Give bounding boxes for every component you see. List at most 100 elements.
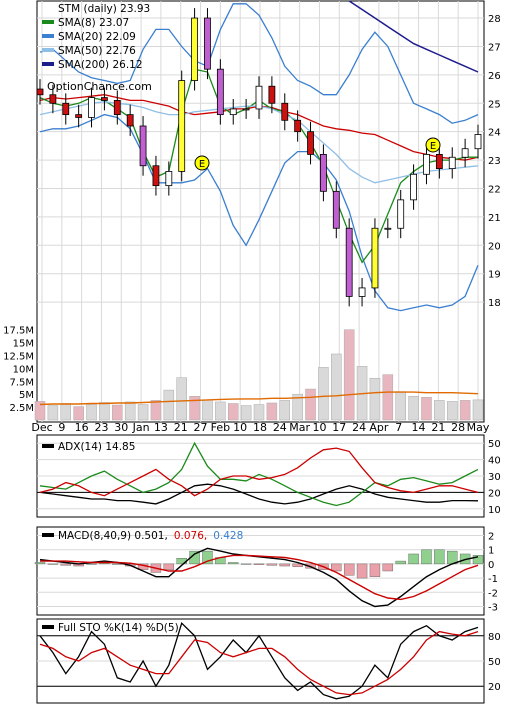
macd-histogram-bar <box>343 563 355 576</box>
volume-bar <box>99 402 110 421</box>
adx-series-line <box>39 447 479 497</box>
macd-title: MACD(8,40,9) 0.501, 0.076, 0.428 <box>58 530 243 542</box>
x-axis-label: 7 <box>395 421 402 434</box>
price-y-tick-label: 22 <box>488 184 501 195</box>
volume-bar <box>369 377 381 421</box>
volume-bar <box>112 404 123 421</box>
watermark: OptionChance.com <box>47 80 152 93</box>
candle-body <box>461 148 469 158</box>
volume-bar <box>47 405 59 421</box>
macd-histogram-bar <box>434 549 445 565</box>
macd-histogram-bar <box>228 562 239 565</box>
volume-bar <box>60 403 72 421</box>
candle-body <box>435 153 443 170</box>
volume-bar <box>266 402 278 421</box>
volume-bar <box>395 391 406 421</box>
sto-series-line <box>39 630 479 696</box>
candle-body <box>294 119 302 133</box>
candle-body <box>49 94 57 104</box>
sto-y-tick-label: 80 <box>488 632 501 643</box>
adx-y-tick-label: 50 <box>488 439 501 450</box>
volume-bar <box>34 401 46 421</box>
macd-histogram-bar <box>331 563 342 572</box>
candle-body <box>62 102 70 116</box>
volume-bar <box>215 401 226 421</box>
volume-bar <box>150 400 162 421</box>
volume-bar <box>434 400 445 421</box>
candle-body <box>178 80 186 172</box>
candle-body <box>75 114 83 118</box>
volume-bar <box>408 396 419 421</box>
volume-bar <box>331 353 342 421</box>
candle-body <box>474 134 482 150</box>
candle-body <box>36 88 44 96</box>
price-y-tick-label: 27 <box>488 42 501 53</box>
x-axis-label: 18 <box>253 421 267 434</box>
legend-swatch <box>42 34 54 38</box>
volume-bar <box>240 405 252 421</box>
legend-swatch <box>42 48 54 52</box>
candle-body <box>397 199 405 229</box>
candle-body <box>358 287 366 297</box>
macd-histogram-bar <box>369 563 381 577</box>
candle-body <box>281 102 289 121</box>
sto-title: Full STO %K(14) %D(5) <box>58 622 179 634</box>
macd-series-line <box>40 554 479 601</box>
price-panel: 18 19 20 21 22 23 24 25 26 27 28 2.5M 5M 7.5M 10M12.5… <box>3 0 501 423</box>
volume-bar <box>318 367 329 421</box>
volume-bar <box>421 397 432 421</box>
macd-histogram-bar <box>395 560 406 565</box>
macd-grid <box>37 535 484 607</box>
price-y-tick-label: 20 <box>488 241 501 252</box>
x-axis-label: Feb <box>211 421 230 434</box>
x-axis-label: 27 <box>194 421 208 434</box>
volume-bar <box>472 399 484 421</box>
price-y-tick-label: 19 <box>488 270 501 281</box>
price-y-tick-label: 26 <box>488 71 501 82</box>
adx-series <box>39 441 479 507</box>
volume-y-tick-label: 5M <box>19 390 34 401</box>
x-axis-label: 13 <box>154 421 168 434</box>
adx-legend: ADX(14) 14.85 <box>42 441 135 453</box>
macd-histogram-bar <box>163 563 175 570</box>
candle-body <box>307 131 314 155</box>
series-line <box>39 113 479 312</box>
price-y-tick-label: 25 <box>488 99 501 110</box>
price-y-tick-label: 28 <box>488 14 501 25</box>
macd-histogram-bar <box>292 563 303 567</box>
legend-label: SMA(50) 22.76 <box>58 45 136 57</box>
macd-panel: -3 -2 -1 0 1 2 MACD(8,40,9) 0.501, 0.076, 0.428 <box>34 526 498 616</box>
volume-bar <box>279 400 291 421</box>
volume-bar <box>227 403 239 421</box>
x-axis-label: May <box>467 421 490 434</box>
adx-y-tick-label: 20 <box>488 488 501 499</box>
macd-title-histogram: 0.428 <box>213 530 243 542</box>
candle-body <box>371 227 379 289</box>
x-axis-label: 28 <box>451 421 465 434</box>
macd-histogram-bar <box>240 563 252 565</box>
volume-y-tick-label: 7.5M <box>9 377 34 388</box>
adx-title: ADX(14) 14.85 <box>58 441 135 453</box>
adx-panel: 10 20 30 40 50 ADX(14) 14.85 <box>36 434 501 518</box>
candle-body <box>242 108 250 111</box>
volume-y-tick-label: 17.5M <box>3 326 34 337</box>
macd-histogram-bar <box>253 563 265 565</box>
macd-histogram-bar <box>202 550 213 565</box>
volume-bar <box>253 404 265 421</box>
legend-label: SMA(20) 22.09 <box>58 31 136 43</box>
x-axis-label: 17 <box>332 421 346 434</box>
volume-bar <box>343 329 355 421</box>
candle-body <box>255 85 263 110</box>
candle-body <box>448 156 456 170</box>
macd-title-main: MACD(8,40,9) 0.501, <box>58 530 168 542</box>
candles <box>36 8 482 307</box>
sto-y-tick-label: 20 <box>488 682 501 693</box>
series-line <box>39 3 479 124</box>
sto-series-line <box>39 621 479 700</box>
candle-body <box>332 190 340 229</box>
macd-histogram-bar <box>279 563 290 567</box>
sto-legend: Full STO %K(14) %D(5) <box>42 622 179 634</box>
legend-label: SMA(8) 23.07 <box>58 17 129 29</box>
